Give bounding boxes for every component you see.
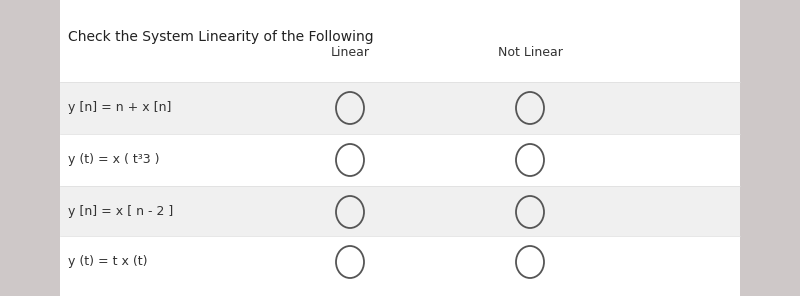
Text: Not Linear: Not Linear bbox=[498, 46, 562, 59]
Text: y [n] = x [ n - 2 ]: y [n] = x [ n - 2 ] bbox=[68, 205, 174, 218]
Bar bbox=[60, 0, 740, 296]
Text: Linear: Linear bbox=[330, 46, 370, 59]
Bar bbox=[60, 134, 740, 186]
Text: y (t) = x ( t³3 ): y (t) = x ( t³3 ) bbox=[68, 154, 159, 166]
Text: y (t) = t x (t): y (t) = t x (t) bbox=[68, 255, 147, 268]
Bar bbox=[60, 82, 740, 134]
Text: y [n] = n + x [n]: y [n] = n + x [n] bbox=[68, 102, 171, 115]
Text: Check the System Linearity of the Following: Check the System Linearity of the Follow… bbox=[68, 30, 374, 44]
Bar bbox=[60, 186, 740, 238]
Bar bbox=[60, 236, 740, 288]
